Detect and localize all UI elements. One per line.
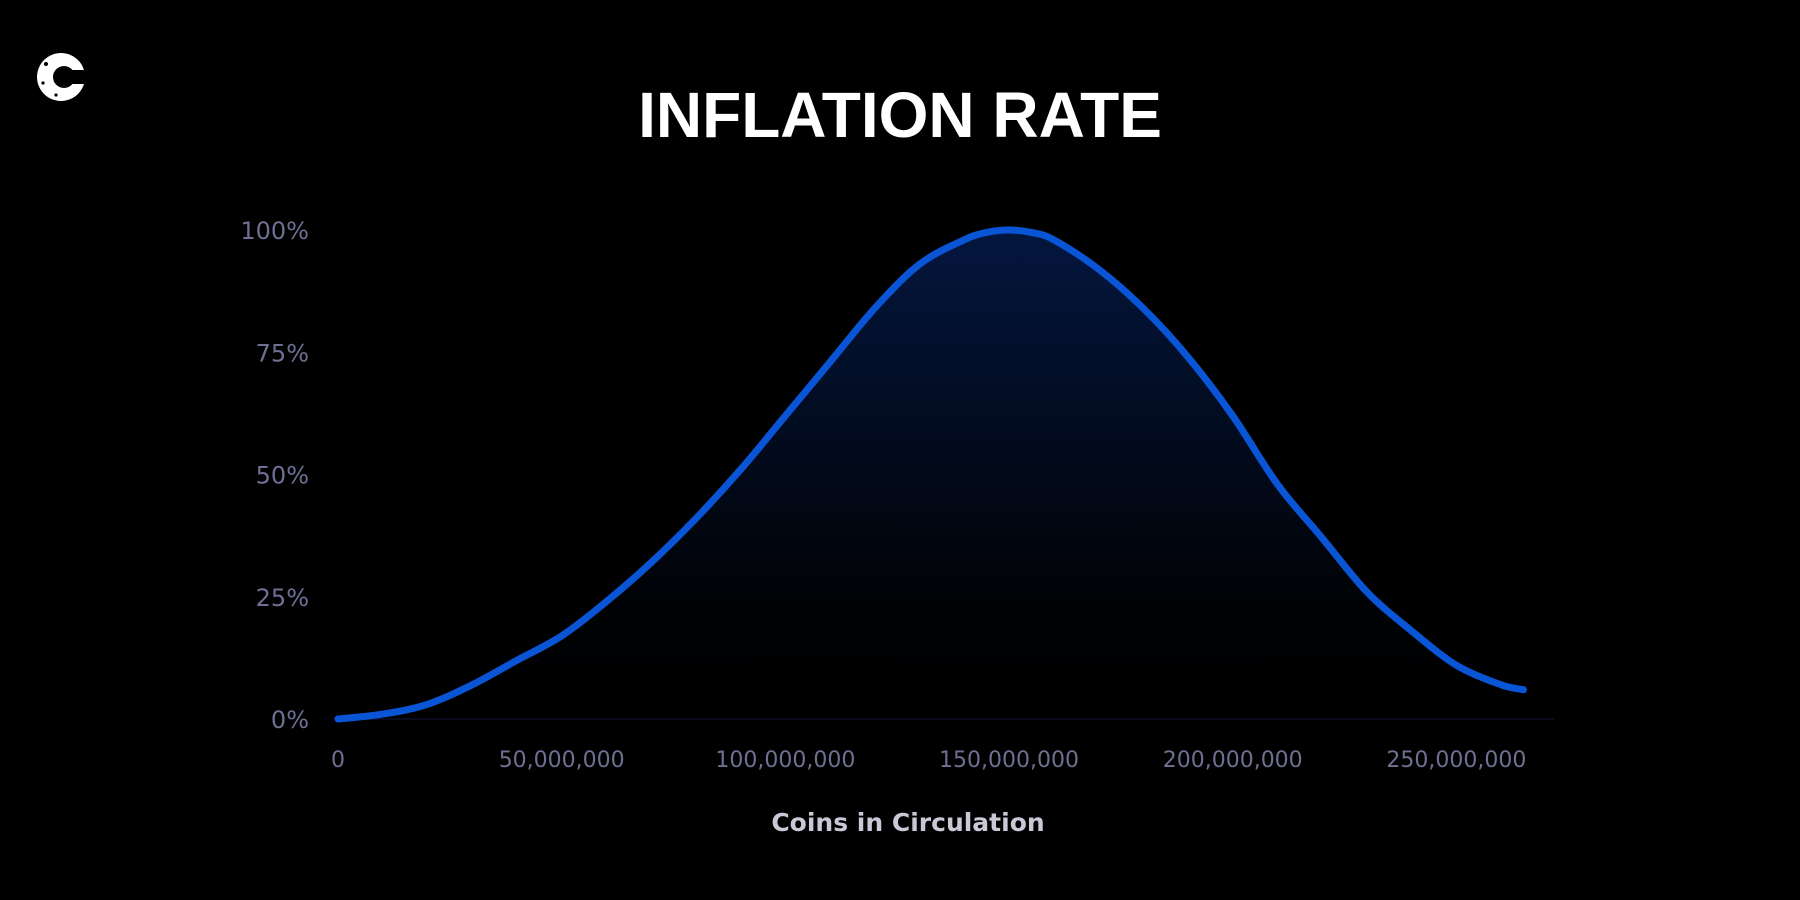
y-tick-label: 25%: [256, 584, 309, 612]
y-tick-label: 50%: [256, 462, 309, 490]
x-axis-ticks: 0 50,000,000 100,000,000 150,000,000 200,000…: [331, 748, 1526, 773]
y-tick-label: 100%: [240, 217, 309, 245]
y-tick-label: 75%: [256, 339, 309, 367]
x-tick-label: 150,000,000: [939, 748, 1079, 773]
inflation-area: [338, 230, 1524, 719]
chart-title: INFLATION RATE: [638, 79, 1162, 151]
x-tick-label: 200,000,000: [1163, 748, 1303, 773]
x-axis-label: Coins in Circulation: [771, 808, 1044, 837]
x-tick-label: 100,000,000: [715, 748, 855, 773]
x-tick-label: 250,000,000: [1386, 748, 1526, 773]
y-tick-label: 0%: [271, 706, 309, 734]
x-tick-label: 0: [331, 748, 345, 773]
y-axis-ticks: 0% 25% 50% 75% 100%: [240, 217, 309, 734]
inflation-line: [334, 226, 1527, 723]
x-tick-label: 50,000,000: [499, 748, 625, 773]
coinmarketcap-logo-icon: [37, 53, 88, 101]
